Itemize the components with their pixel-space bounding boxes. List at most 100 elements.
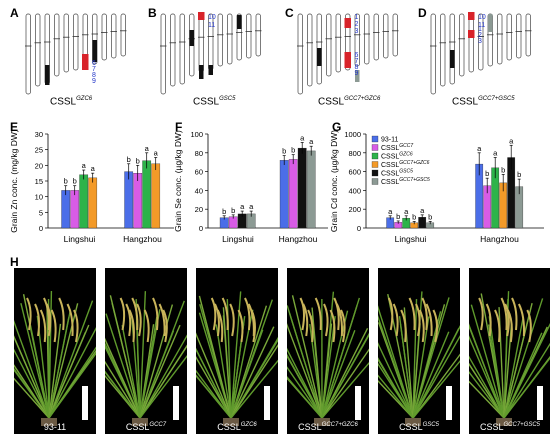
- plant-label: CSSLGCC7: [125, 422, 167, 432]
- y-tick-label: 400: [348, 186, 361, 195]
- chromosome: [198, 13, 204, 73]
- plant-photo: CSSLGCC7+GZC6: [287, 268, 369, 434]
- segment-block: [355, 70, 360, 82]
- marker-label: 7: [355, 58, 359, 65]
- significance-label: a: [509, 136, 514, 145]
- panel-label-c: C: [285, 6, 294, 20]
- y-tick-label: 200: [348, 205, 361, 214]
- legend-swatch: [371, 169, 379, 177]
- significance-label: a: [493, 149, 498, 158]
- chromosome: [326, 13, 332, 77]
- significance-label: b: [73, 177, 77, 186]
- significance-label: b: [291, 146, 295, 155]
- plant-label: CSSLGCC7+GZC6: [298, 422, 358, 432]
- category-label: Hangzhou: [123, 234, 162, 244]
- y-tick-label: 40: [195, 186, 203, 195]
- y-tick-label: 0: [39, 224, 43, 233]
- bar: [142, 160, 152, 229]
- caption-c: CSSLGCC7+GZC6: [318, 96, 381, 108]
- significance-label: b: [222, 207, 226, 216]
- bar: [124, 171, 134, 229]
- significance-label: a: [309, 137, 314, 146]
- chromosome: [246, 13, 252, 59]
- chromosome: [497, 13, 503, 65]
- marker-label: 1: [355, 14, 359, 21]
- legend-label: CSSLGCC7+GZC6: [381, 160, 430, 169]
- category-label: Lingshui: [222, 234, 254, 244]
- significance-label: b: [396, 212, 400, 221]
- y-tick-label: 10: [35, 193, 43, 202]
- bar: [306, 150, 316, 229]
- marker-label: 10: [478, 14, 486, 21]
- bar: [88, 177, 98, 229]
- chromosome: [35, 13, 41, 87]
- significance-label: a: [477, 144, 482, 153]
- legend-swatch: [371, 144, 379, 151]
- y-tick-label: 20: [35, 161, 43, 170]
- chromosome: [160, 13, 166, 95]
- y-tick-label: 0: [357, 224, 361, 233]
- plant-label: CSSLGCC7+GSC5: [479, 422, 541, 432]
- significance-label: b: [485, 169, 489, 178]
- panel-label-d: D: [418, 6, 427, 20]
- chromosome: [516, 13, 522, 59]
- legend-label: CSSLGCC7+GSC5: [381, 177, 430, 186]
- y-tick-label: 60: [195, 168, 203, 177]
- significance-label: b: [136, 156, 140, 165]
- bar: [79, 174, 89, 229]
- y-tick-label: 100: [190, 130, 203, 139]
- marker-label: 3: [355, 28, 359, 35]
- chromosome: [54, 13, 60, 77]
- marker-label: 6: [92, 60, 96, 67]
- plant-illustration: [469, 291, 550, 426]
- plant-photo: CSSLGCC7+GSC5: [469, 268, 550, 434]
- category-label: Hangzhou: [279, 234, 318, 244]
- chromosome: [373, 13, 379, 61]
- legend-label: CSSLGSC5: [381, 169, 413, 178]
- panel-label-b: B: [148, 6, 157, 20]
- panel-label-g: G: [332, 120, 342, 134]
- marker-label: 10: [208, 14, 216, 21]
- marker-label: 2: [478, 32, 482, 39]
- significance-label: b: [127, 155, 131, 164]
- chromosome: [217, 13, 223, 67]
- significance-label: a: [300, 133, 305, 142]
- panel-label-e: E: [10, 120, 19, 134]
- introgression-segment: [82, 54, 89, 70]
- legend-label: CSSLGZC6: [381, 152, 413, 161]
- chromosome: [297, 13, 303, 95]
- significance-label: a: [154, 149, 159, 158]
- y-tick-label: 5: [39, 208, 43, 217]
- marker-label: 6: [355, 52, 359, 59]
- plant-label: CSSLGSC5: [399, 422, 439, 432]
- chromosome: [459, 13, 465, 77]
- chromosome: [120, 13, 126, 57]
- y-tick-label: 800: [348, 149, 361, 158]
- chromosome: [227, 13, 233, 65]
- marker-label: 3: [478, 38, 482, 45]
- scale-bar: [82, 386, 88, 420]
- y-axis-label: Grain Se conc. (µg/kg DW): [173, 130, 183, 232]
- introgression-segment: [344, 52, 351, 68]
- plant-photo: CSSLGZC6: [196, 268, 278, 434]
- segment-block: [189, 30, 194, 46]
- y-tick-label: 30: [35, 130, 43, 139]
- significance-label: a: [240, 202, 245, 211]
- chromosome: [440, 13, 446, 87]
- chromosome: [307, 13, 313, 87]
- significance-label: a: [145, 144, 150, 153]
- bar: [297, 147, 307, 229]
- scale-bar: [264, 386, 270, 420]
- significance-label: a: [388, 207, 393, 216]
- significance-label: b: [231, 206, 235, 215]
- segment-block: [92, 40, 97, 62]
- y-axis-label: Grain Cd conc. (µg/kg DW): [329, 130, 339, 232]
- panel-label-h: H: [10, 255, 19, 269]
- significance-label: b: [412, 212, 416, 221]
- plant-illustration: [378, 291, 460, 426]
- segment-block: [317, 48, 322, 66]
